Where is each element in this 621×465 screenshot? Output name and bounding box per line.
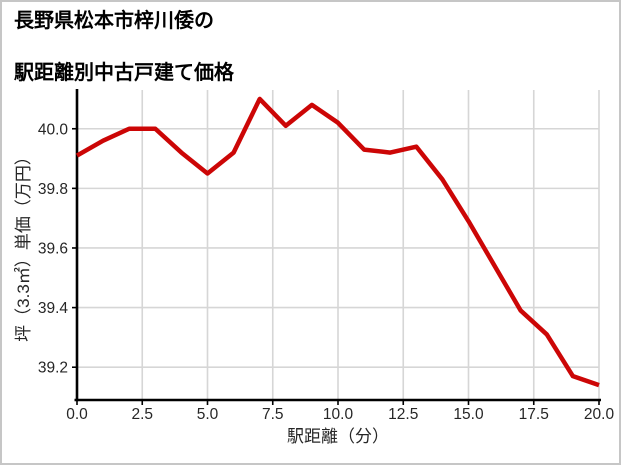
x-tick-label: 17.5: [519, 406, 549, 423]
chart-title-line1: 長野県松本市梓川倭の: [14, 10, 214, 32]
tick-layer: 0.0 2.5 5.0 7.5 10.0 12.5 15.0 17.5 20.0 39.2 39.4…: [38, 121, 615, 423]
y-tick-label: 39.2: [38, 360, 68, 377]
x-tick-label: 12.5: [388, 406, 418, 423]
chart-title-line2: 駅距離別中古戸建て価格: [14, 62, 234, 84]
x-tick-label: 2.5: [131, 406, 153, 423]
grid-layer: [76, 90, 600, 400]
axis-spines: [74, 89, 601, 402]
x-tick-label: 15.0: [453, 406, 484, 423]
y-tick-label: 40.0: [38, 121, 69, 138]
y-tick-label: 39.4: [38, 300, 69, 317]
x-tick-label: 7.5: [262, 406, 284, 423]
x-tick-label: 0.0: [66, 406, 88, 423]
x-tick-label: 10.0: [323, 406, 354, 423]
y-axis-label: 坪（3.3㎡）単価（万円）: [14, 148, 33, 342]
x-tick-label: 20.0: [584, 406, 615, 423]
y-tick-label: 39.8: [38, 181, 68, 198]
x-axis-label: 駅距離（分）: [287, 427, 389, 446]
price-line: [75, 96, 600, 388]
chart-title: 長野県松本市梓川倭の 駅距離別中古戸建て価格: [14, 8, 234, 86]
y-tick-label: 39.6: [38, 240, 68, 257]
x-tick-label: 5.0: [197, 406, 219, 423]
